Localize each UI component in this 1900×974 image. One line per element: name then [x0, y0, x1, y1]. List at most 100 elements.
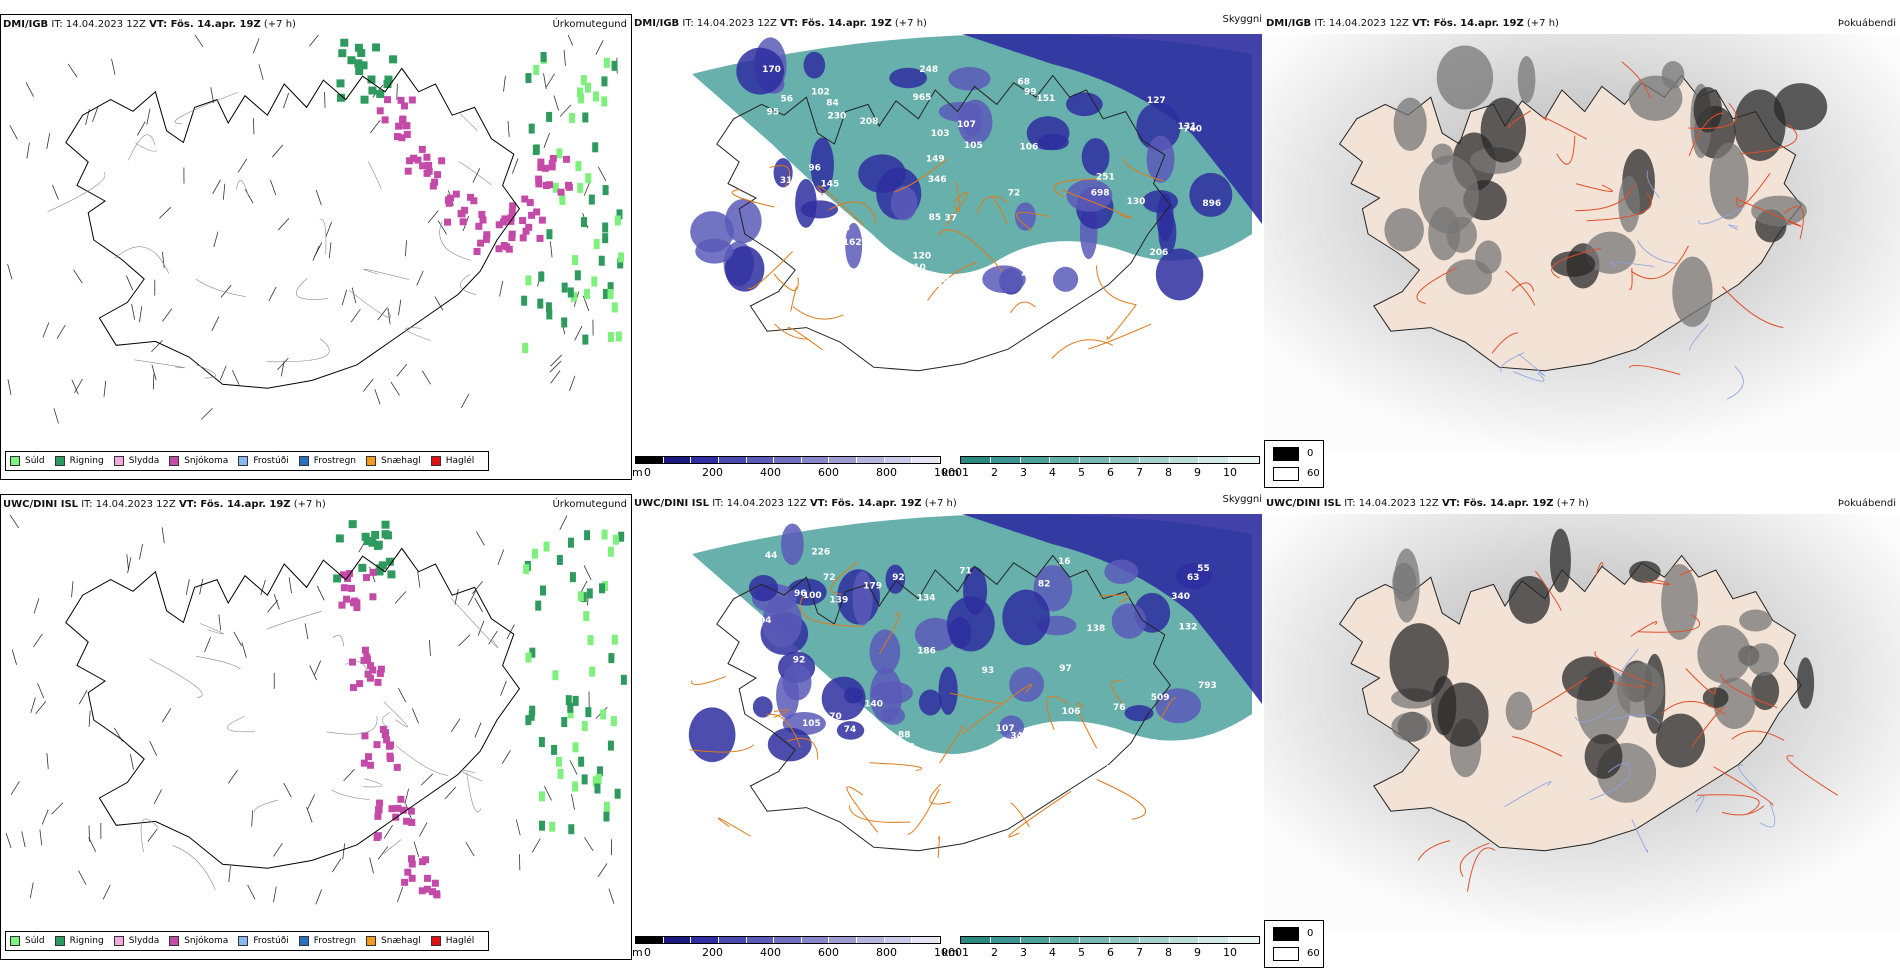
cloud-height-label: 56: [781, 95, 794, 105]
cloud-height-label: 170: [823, 712, 842, 722]
cloud-height-label: 248: [919, 65, 938, 75]
colorbar-segment: [747, 457, 775, 463]
cloud-height-label: 206: [1149, 248, 1168, 258]
cloud-height-label: 205: [797, 243, 816, 253]
visibility-tick: 8: [1165, 946, 1172, 959]
rain-cell: [539, 737, 545, 747]
wind-barb: [201, 408, 212, 419]
wind-barb: [274, 887, 277, 903]
colorbar-segment: [829, 937, 857, 943]
snow-cell: [408, 855, 415, 862]
visibility-tick: 5: [1078, 466, 1085, 479]
rain-cell: [546, 229, 552, 239]
cloud-height-label: 72: [1008, 188, 1021, 198]
snow-cell: [401, 879, 408, 886]
rain-cell: [539, 821, 545, 831]
wind-barb: [186, 579, 189, 595]
visibility-tick: 9: [1194, 946, 1201, 959]
wind-barb: [245, 189, 253, 203]
panel-variable-name: Úrkomutegund: [552, 19, 627, 30]
cloud-ceiling-cell: [1112, 603, 1146, 638]
colorbar-segment: [774, 457, 802, 463]
rain-cell: [573, 742, 579, 752]
wind-barb: [79, 690, 87, 704]
snow-cell: [520, 234, 527, 241]
snow-cell: [398, 97, 405, 104]
wind-barb: [397, 84, 398, 100]
legend-item: Súld: [10, 936, 45, 946]
wind-barb: [317, 586, 324, 600]
cloud-height-label: 140: [864, 700, 883, 710]
wind-barb: [154, 790, 161, 804]
visibility-tick: 1: [962, 466, 969, 479]
snow-cell: [458, 210, 465, 217]
rain-cell: [533, 65, 539, 75]
road-line: [907, 790, 939, 835]
cloud-height-label: 503: [1106, 765, 1125, 775]
height-tick: 0: [644, 466, 651, 479]
legend-item: Snjókoma: [169, 936, 228, 946]
panel-variable-name: Skyggni: [1222, 494, 1262, 505]
wind-barb: [10, 125, 18, 139]
wind-barb: [130, 754, 133, 770]
cloud-height-label: 251: [1096, 173, 1115, 183]
wind-barb: [569, 376, 575, 391]
fog-map: [1264, 514, 1900, 934]
snow-cell: [363, 574, 370, 581]
height-tick: 0: [644, 946, 651, 959]
rain-cell: [602, 530, 608, 540]
cloud-height-label: 93: [982, 666, 995, 676]
fog-index-panel: UWC/DINI ISL IT: 14.04.2023 12Z VT: Fös.…: [1264, 494, 1900, 960]
snow-cell: [433, 891, 440, 898]
fog-legend: 0 60: [1264, 920, 1324, 968]
colorbar-segment: [991, 457, 1021, 463]
rain-cell: [525, 73, 531, 83]
cloud-height-label: 103: [931, 129, 950, 139]
wind-barb: [445, 787, 456, 799]
snow-cell: [343, 596, 350, 603]
road-line: [440, 221, 471, 260]
cloud-height-label: 63: [1187, 573, 1200, 583]
rain-cell: [570, 572, 576, 582]
cloud-height-label: 118: [896, 742, 915, 752]
road-line: [150, 659, 202, 697]
fog-label-low: 0: [1307, 928, 1313, 939]
road-line: [173, 845, 216, 889]
fog-swatch-low: [1273, 447, 1299, 461]
precip-map: [1, 515, 631, 915]
wind-barb: [11, 781, 19, 795]
wind-barb: [550, 361, 561, 372]
cloud-height-label: 698: [1091, 189, 1110, 199]
cloud-height-label: 509: [1151, 693, 1170, 703]
colorbar-segment: [747, 937, 775, 943]
snow-cell: [353, 604, 360, 611]
rain-cell: [601, 76, 607, 86]
wind-barb: [89, 837, 96, 851]
rain-cell: [602, 233, 608, 243]
colorbar-segment: [961, 457, 991, 463]
rain-cell: [575, 161, 581, 171]
wind-barb: [384, 825, 393, 839]
snow-cell: [376, 807, 383, 814]
rain-cell: [572, 782, 578, 792]
snow-cell: [542, 165, 549, 172]
fog-map: [1264, 34, 1900, 454]
wind-barb: [554, 95, 559, 110]
rain-cell: [349, 520, 357, 528]
road-line: [332, 790, 370, 800]
fog-legend: 0 60: [1264, 440, 1324, 488]
precip-type-panel: UWC/DINI ISL IT: 14.04.2023 12Z VT: Fös.…: [0, 494, 632, 960]
wind-barb: [378, 307, 388, 320]
rain-cell: [596, 774, 602, 784]
rain-cell: [600, 709, 606, 719]
wind-barb: [150, 741, 157, 755]
wind-barb: [33, 634, 42, 647]
rain-cell: [621, 675, 627, 685]
cloud-height-label: 965: [913, 93, 932, 103]
cloud-ceiling-cell: [881, 707, 905, 725]
wind-barb: [232, 370, 239, 385]
snow-cell: [558, 189, 565, 196]
cloud-ceiling-cell: [844, 687, 863, 703]
rain-cell: [562, 283, 568, 293]
